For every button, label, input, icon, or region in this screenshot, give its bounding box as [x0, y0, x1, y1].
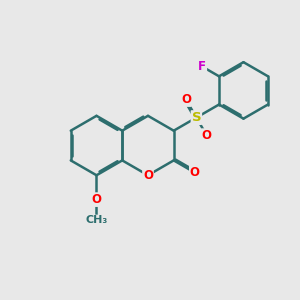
Text: O: O — [92, 193, 101, 206]
Text: O: O — [181, 93, 191, 106]
Text: O: O — [143, 169, 153, 182]
Text: O: O — [202, 129, 212, 142]
Text: S: S — [192, 111, 201, 124]
Text: F: F — [198, 60, 206, 73]
Text: CH₃: CH₃ — [85, 215, 108, 225]
Text: O: O — [190, 166, 200, 179]
